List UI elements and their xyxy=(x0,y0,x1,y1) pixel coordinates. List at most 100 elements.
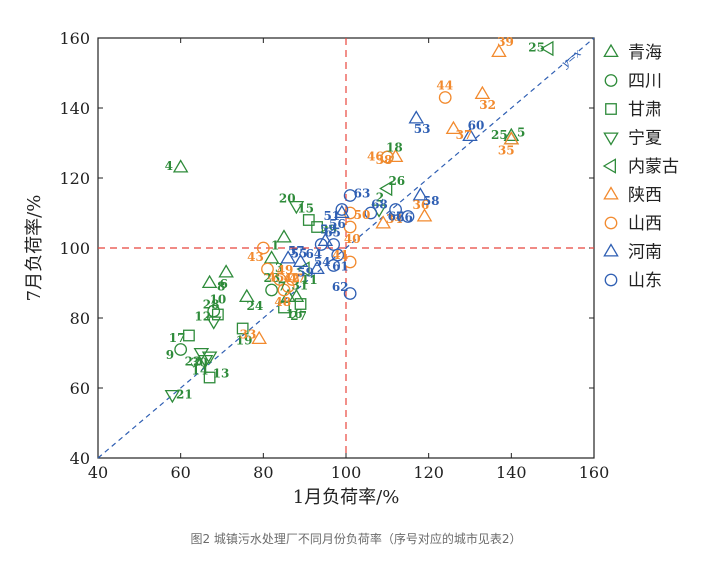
legend-label: 山西 xyxy=(628,214,662,234)
diagonal-line xyxy=(97,37,595,459)
point-label: 65 xyxy=(324,226,341,240)
x-tick-label: 60 xyxy=(170,463,190,482)
legend-label: 宁夏 xyxy=(628,129,662,149)
data-point xyxy=(389,203,402,216)
point-label: 21 xyxy=(176,387,193,401)
data-point xyxy=(285,273,299,286)
point-label: 16 xyxy=(286,307,303,321)
data-point xyxy=(276,229,292,243)
x-tick-label: 120 xyxy=(413,463,444,482)
legend-label: 山东 xyxy=(628,271,662,291)
point-label: 40 xyxy=(344,232,361,246)
data-point xyxy=(296,261,310,277)
point-label: 10 xyxy=(209,293,226,307)
legend-label: 青海 xyxy=(628,43,662,63)
data-point xyxy=(292,253,309,267)
point-label: 48 xyxy=(274,295,291,309)
data-point xyxy=(256,241,270,255)
data-point xyxy=(343,220,357,234)
point-label: 61 xyxy=(332,260,349,274)
point-label: 57 xyxy=(288,244,305,258)
point-label: 45 xyxy=(268,270,285,284)
point-label: 20 xyxy=(279,191,296,205)
point-label: 4 xyxy=(165,159,173,173)
point-label: 51 xyxy=(323,209,340,223)
point-label: 49 xyxy=(277,263,294,277)
x-tick-label: 100 xyxy=(331,463,362,482)
point-label: 2 xyxy=(376,191,384,205)
legend-marker xyxy=(602,158,616,174)
data-point xyxy=(503,131,520,145)
point-label: 11 xyxy=(301,273,318,287)
legend-label: 河南 xyxy=(628,243,662,263)
data-point xyxy=(261,262,274,276)
point-label: 68 xyxy=(371,198,388,212)
data-point xyxy=(462,127,478,141)
point-label: 41 xyxy=(332,248,349,262)
data-point xyxy=(183,329,195,342)
legend-marker xyxy=(604,216,618,230)
point-label: 63 xyxy=(354,187,371,201)
data-point xyxy=(205,316,222,330)
point-label: 59 xyxy=(297,266,314,280)
legend-marker xyxy=(604,273,618,287)
legend-marker xyxy=(604,74,618,87)
point-label: 13 xyxy=(213,367,230,381)
point-label: 14 xyxy=(191,364,208,378)
data-point xyxy=(474,85,491,99)
point-label: 3 xyxy=(275,261,283,275)
data-point xyxy=(239,288,255,302)
point-label: 50 xyxy=(354,208,371,222)
data-point xyxy=(335,203,349,216)
data-point xyxy=(211,308,224,321)
x-tick-label: 140 xyxy=(496,463,527,482)
point-label: 26 xyxy=(388,174,405,188)
point-label: 37 xyxy=(456,128,473,142)
data-point xyxy=(164,390,181,404)
point-label: 17 xyxy=(169,331,186,345)
legend-label: 陕西 xyxy=(628,186,662,206)
point-label: 1 xyxy=(271,239,279,253)
point-label: 28 xyxy=(203,298,220,312)
point-label: 52 xyxy=(320,222,337,236)
data-point xyxy=(445,120,462,134)
legend-marker xyxy=(603,186,619,200)
point-label: 64 xyxy=(305,247,322,261)
legend-label: 四川 xyxy=(628,72,662,92)
point-label: 15 xyxy=(297,201,314,215)
y-tick-label: 160 xyxy=(59,29,90,48)
x-tick-label: 160 xyxy=(579,463,610,482)
data-point xyxy=(379,180,393,197)
point-label: 42 xyxy=(283,271,300,285)
point-label: 44 xyxy=(436,79,453,93)
point-label: 5 xyxy=(517,126,525,140)
point-label: 62 xyxy=(332,280,349,294)
x-axis-label: 1月负荷率/% xyxy=(293,487,400,508)
point-label: 18 xyxy=(386,140,403,154)
point-label: 25 xyxy=(491,128,508,142)
point-label: 30 xyxy=(191,356,208,370)
data-point xyxy=(265,283,278,297)
point-label: 8 xyxy=(217,279,225,293)
data-point xyxy=(277,283,291,297)
y-tick-label: 60 xyxy=(70,379,90,398)
y-tick-label: 40 xyxy=(70,449,90,468)
y-tick-label: 140 xyxy=(59,99,90,118)
data-point xyxy=(380,150,394,164)
data-point xyxy=(288,201,305,215)
y-tick-label: 100 xyxy=(59,239,90,258)
point-label: 25 xyxy=(528,40,545,54)
point-label: 54 xyxy=(314,255,331,269)
data-point xyxy=(416,208,433,222)
data-point xyxy=(309,260,325,274)
point-label: 29 xyxy=(320,223,337,237)
data-point xyxy=(412,187,429,201)
point-label: 27 xyxy=(290,309,307,323)
point-label: 46 xyxy=(367,150,384,164)
point-label: 38 xyxy=(376,153,393,167)
y-tick-label: 120 xyxy=(59,169,90,188)
point-label: 55 xyxy=(291,246,308,260)
point-label: 60 xyxy=(468,119,485,133)
